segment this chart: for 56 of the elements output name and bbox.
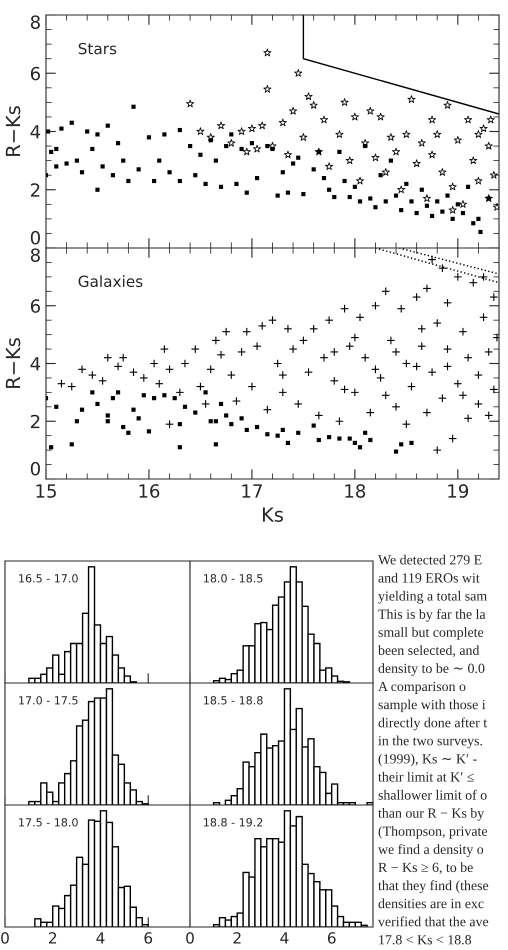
- text: yielding a total sam: [378, 590, 487, 604]
- annotation: Stars: [78, 42, 116, 54]
- text: (Thompson, private: [378, 826, 488, 839]
- text: small but complete: [378, 627, 484, 640]
- y-tick-label: 4: [30, 357, 40, 370]
- annotation: Galaxies: [78, 275, 142, 288]
- text: (1999), Ks ∼ K′ -: [378, 754, 477, 766]
- x-tick-label: 4: [96, 932, 104, 944]
- annotation: 17.0 - 17.5: [19, 696, 78, 705]
- x-tick-label: 0: [1, 932, 9, 944]
- text: and 119 EROs wit: [378, 572, 480, 583]
- y-tick-label: 8: [30, 248, 40, 262]
- y-tick-label: 6: [30, 299, 40, 313]
- x-tick-label: 19: [448, 484, 468, 498]
- x-tick-label: 17: [242, 484, 262, 498]
- y-tick-label: 8: [30, 15, 40, 29]
- text: We detected 279 E: [378, 554, 482, 565]
- text: shallower limit of o: [378, 790, 487, 800]
- x-tick-label: 16: [139, 484, 160, 498]
- text: that they find (these: [378, 880, 488, 894]
- text: 17.8 < Ks < 18.8: [379, 935, 472, 944]
- annotation: 18.5 - 18.8: [204, 696, 263, 705]
- x-tick-label: 2: [49, 932, 56, 944]
- y-tick-label: 0: [30, 230, 40, 244]
- text: densities are in exc: [378, 898, 484, 908]
- y-tick-label: 4: [30, 125, 40, 138]
- annotation: 17.5 - 18.0: [19, 818, 78, 827]
- text: sample with those i: [378, 699, 486, 712]
- text: A comparison o: [378, 682, 466, 694]
- x-tick-label: 15: [36, 484, 56, 498]
- y-axis-title: R−Ks: [6, 106, 20, 156]
- x-tick-label: 6: [328, 932, 336, 944]
- text: been selected, and: [378, 645, 480, 657]
- text: verified that the ave: [378, 916, 488, 926]
- annotation: 18.0 - 18.5: [204, 574, 262, 583]
- text: than our R − Ks by: [378, 808, 484, 821]
- x-tick-label: 0: [186, 932, 194, 944]
- text: we find a density o: [378, 844, 484, 857]
- text: directly done after t: [378, 717, 488, 730]
- text: in the two surveys.: [378, 736, 482, 748]
- y-tick-label: 2: [30, 414, 40, 428]
- text: R − Ks ≥ 6, to be: [378, 862, 473, 874]
- y-axis-title: R−Ks: [6, 338, 20, 388]
- x-tick-label: 6: [144, 932, 152, 944]
- x-axis-title: Ks: [262, 507, 283, 522]
- y-tick-label: 2: [30, 183, 40, 197]
- text: density to be ∼ 0.0: [378, 663, 484, 676]
- x-tick-label: 18: [345, 484, 366, 498]
- text: their limit at K′ ≤: [378, 772, 474, 782]
- y-tick-label: 0: [30, 462, 40, 476]
- y-tick-label: 6: [30, 66, 40, 80]
- annotation: 18.8 - 19.2: [204, 818, 262, 827]
- text: This is by far the la: [378, 608, 486, 622]
- annotation: 16.5 - 17.0: [19, 574, 78, 583]
- x-tick-label: 4: [280, 932, 288, 944]
- x-tick-label: 2: [233, 932, 241, 944]
